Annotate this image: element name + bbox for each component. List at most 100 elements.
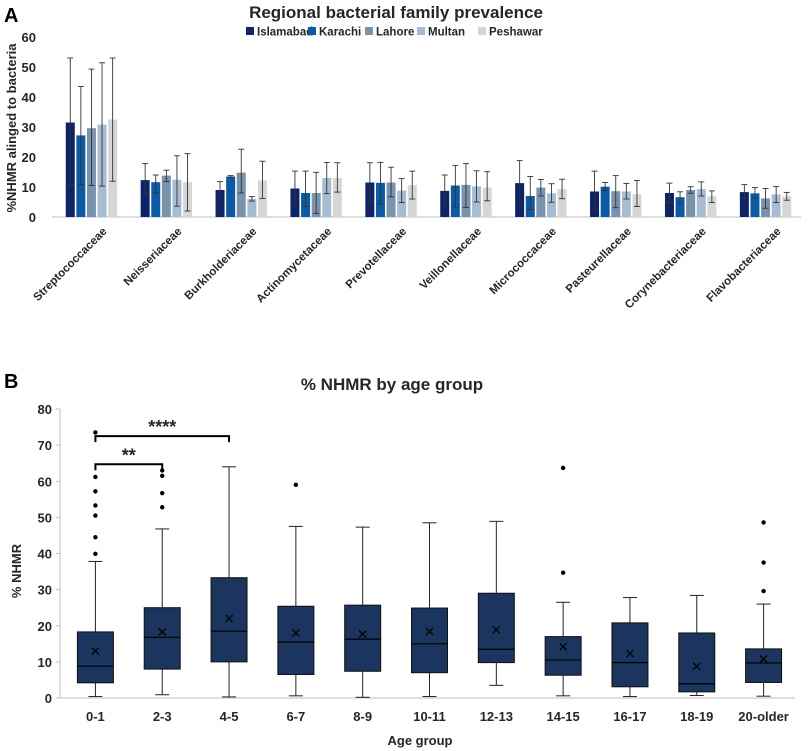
box-iqr	[745, 648, 783, 683]
chart-b-y-tick-label: 50	[38, 510, 52, 525]
chart-a-category-label: Micrococcaceae	[488, 226, 559, 297]
chart-b-y-tick-label: 30	[38, 583, 52, 598]
bar-lahore-burkholderiaceae	[236, 172, 246, 217]
chart-b-x-tick-label: 0-1	[86, 709, 105, 724]
mean-marker	[692, 662, 701, 671]
chart-b-x-tick-label: 6-7	[286, 709, 305, 724]
bar-lahore-prevotellaceae	[386, 182, 396, 217]
bar-peshawar-prevotellaceae	[407, 185, 417, 217]
panel-b-letter: B	[4, 371, 18, 393]
chart-a-y-tick-label: 20	[22, 150, 36, 165]
chart-a-y-tick-label: 30	[22, 120, 36, 135]
box-iqr	[210, 577, 248, 663]
bar-peshawar-corynebacteriaceae	[707, 196, 717, 217]
bar-karachi-corynebacteriaceae	[675, 197, 685, 217]
chart-a-y-tick-label: 50	[22, 60, 36, 75]
legend-swatch-peshawar	[478, 27, 486, 35]
outlier-point	[160, 468, 165, 473]
chart-a-y-tick-label: 10	[22, 180, 36, 195]
bar-multan-prevotellaceae	[397, 190, 407, 217]
chart-a-category-labels: Streptococcaceae NeisseriaceaeBurkholderi…	[31, 226, 783, 312]
chart-a-y-tick-label: 60	[22, 30, 36, 45]
chart-b-plot-area	[76, 430, 783, 698]
box-plot-6-7	[277, 482, 315, 697]
chart-b-y-tick-label: 60	[38, 474, 52, 489]
box-iqr	[143, 607, 181, 670]
box-plot-0-1	[76, 430, 114, 698]
chart-a-category-label: Streptococcaceae	[31, 226, 109, 304]
mean-marker	[492, 625, 501, 634]
chart-b-xlabel: Age group	[388, 733, 453, 748]
bar-karachi-pasteurellaceae	[600, 186, 610, 217]
bar-lahore-corynebacteriaceae	[686, 190, 696, 217]
chart-b-x-tick-label: 8-9	[353, 709, 372, 724]
mean-marker	[291, 629, 300, 637]
chart-a-category-label: Pasteurellaceae	[564, 226, 634, 296]
box-iqr	[344, 604, 382, 672]
outlier-point	[93, 513, 98, 518]
bar-peshawar-actinomycetaceae	[332, 178, 342, 217]
chart-a-category-label: Corynebacteriaceae	[623, 226, 709, 312]
bar-multan-flavobacteriaceae	[771, 194, 781, 217]
mean-marker	[158, 627, 167, 636]
chart-a-y-tick-label: 0	[29, 210, 36, 225]
box-plot-20-older	[745, 520, 783, 697]
bar-karachi-neisseriaceae	[151, 182, 161, 217]
chart-a-ylabel: %NHMR alinged to bacteria	[4, 43, 19, 213]
outlier-point	[93, 489, 98, 494]
outlier-point	[160, 490, 165, 496]
chart-a-y-tick-label: 40	[22, 90, 36, 105]
chart-b-y-tick-label: 40	[38, 547, 52, 562]
chart-a-category-label: Veillonellaceae	[418, 226, 484, 292]
legend-swatch-lahore	[365, 27, 373, 35]
significance-label: ****	[148, 417, 176, 437]
chart-a-category-label: Actinomycetaceae	[254, 226, 334, 306]
box-iqr	[477, 592, 515, 664]
bar-islamabad-flavobacteriaceae	[739, 192, 749, 217]
bar-lahore-neisseriaceae	[161, 175, 171, 217]
bar-multan-actinomycetaceae	[322, 178, 332, 217]
panel-a-letter: A	[4, 5, 18, 27]
outlier-point	[160, 505, 165, 510]
bar-islamabad-burkholderiaceae	[215, 190, 225, 217]
legend-label-islamabad: Islamabad	[257, 27, 313, 39]
bar-karachi-flavobacteriaceae	[750, 193, 760, 217]
bar-peshawar-veillonellaceae	[482, 187, 492, 217]
legend-label-multan: Multan	[428, 27, 465, 39]
chart-b-y-tick-label: 10	[38, 655, 52, 670]
bar-multan-corynebacteriaceae	[696, 189, 706, 217]
box-iqr	[411, 607, 448, 674]
box-iqr	[277, 605, 315, 676]
chart-b-axes: 0 10 20 30 40 50 60 70 80 0-1 2-3 4-5 6-7 8-9 10-11 12-…	[38, 402, 795, 724]
chart-b-x-tick-label: 2-3	[153, 709, 172, 724]
outlier-point	[93, 474, 98, 480]
bar-multan-micrococcaceae	[546, 193, 556, 217]
chart-b-x-tick-label: 4-5	[220, 709, 239, 724]
chart-a-category-label: Prevotellaceae	[344, 226, 409, 291]
box-iqr	[611, 622, 649, 688]
chart-b-x-tick-label: 12-13	[480, 709, 513, 724]
legend-swatch-islamabad	[246, 27, 254, 35]
outlier-point	[560, 465, 566, 471]
legend-label-peshawar: Peshawar	[489, 27, 543, 39]
box-plot-18-19	[678, 594, 716, 696]
chart-b-x-tick-label: 18-19	[680, 709, 713, 724]
chart-b-x-tick-label: 14-15	[547, 709, 580, 724]
significance-bracket	[94, 463, 164, 471]
box-plot-16-17	[611, 597, 649, 698]
chart-b-y-tick-label: 0	[45, 691, 52, 706]
bar-islamabad-corynebacteriaceae	[664, 193, 674, 217]
box-plot-8-9	[344, 526, 382, 698]
chart-b-x-tick-label: 20-older	[738, 709, 789, 724]
mean-marker	[225, 614, 234, 623]
box-plot-14-15	[544, 465, 582, 697]
outlier-point	[93, 535, 98, 540]
chart-b-x-tick-label: 16-17	[613, 709, 646, 724]
box-plot-2-3	[143, 468, 181, 696]
legend-label-lahore: Lahore	[376, 27, 414, 39]
box-iqr	[76, 631, 114, 684]
mean-marker	[425, 627, 434, 636]
box-iqr	[678, 632, 716, 693]
mean-marker	[358, 630, 367, 639]
